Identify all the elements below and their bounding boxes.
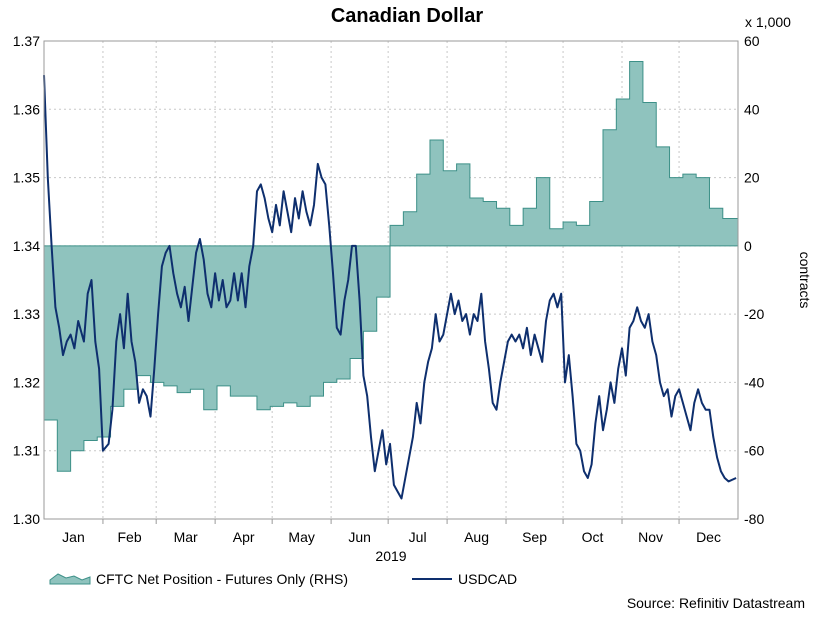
legend-label-cftc: CFTC Net Position - Futures Only (RHS) xyxy=(96,571,348,587)
left-tick-label: 1.37 xyxy=(13,33,40,49)
chart-title: Canadian Dollar xyxy=(331,5,483,27)
usdcad-line-layer xyxy=(43,75,737,500)
plot-frame xyxy=(43,40,739,520)
legend-item-usdcad: USDCAD xyxy=(412,571,517,587)
month-label: Apr xyxy=(233,529,255,545)
right-tick-label: -80 xyxy=(744,511,764,527)
month-label: Feb xyxy=(117,529,141,545)
month-label: Jul xyxy=(409,529,427,545)
cftc-area-layer xyxy=(43,60,739,472)
right-axis-multiplier: x 1,000 xyxy=(745,14,791,30)
right-tick-label: 20 xyxy=(744,170,760,186)
right-tick-label: -20 xyxy=(744,306,764,322)
left-tick-label: 1.32 xyxy=(13,374,40,390)
month-label: Nov xyxy=(638,529,663,545)
legend-item-cftc: CFTC Net Position - Futures Only (RHS) xyxy=(49,571,348,587)
legend-swatch-cftc xyxy=(49,573,91,585)
month-label: Jun xyxy=(348,529,371,545)
month-label: Sep xyxy=(522,529,547,545)
x-axis-year: 2019 xyxy=(375,548,406,564)
left-tick-label: 1.35 xyxy=(13,170,40,186)
right-tick-label: 60 xyxy=(744,33,760,49)
source-note: Source: Refinitiv Datastream xyxy=(627,595,805,611)
right-tick-label: -60 xyxy=(744,443,764,459)
x-axis: Jan Feb Mar Apr May Jun Jul Aug Sep Oct Nov Dec xyxy=(62,519,721,545)
right-tick-label: -40 xyxy=(744,374,764,390)
month-label: May xyxy=(288,529,314,545)
month-label: Aug xyxy=(464,529,489,545)
left-tick-label: 1.33 xyxy=(13,306,40,322)
cftc-area xyxy=(43,60,739,472)
right-axis-label: contracts xyxy=(797,252,813,309)
month-label: Jan xyxy=(62,529,85,545)
left-tick-label: 1.30 xyxy=(13,511,40,527)
left-axis: 1.30 1.31 1.32 1.33 1.34 1.35 1.36 1.37 xyxy=(13,33,40,527)
left-tick-label: 1.31 xyxy=(13,443,40,459)
usdcad-line xyxy=(43,75,737,500)
right-tick-label: 0 xyxy=(744,238,752,254)
left-tick-label: 1.36 xyxy=(13,101,40,117)
legend-label-usdcad: USDCAD xyxy=(458,571,517,587)
left-tick-label: 1.34 xyxy=(13,238,40,254)
legend: CFTC Net Position - Futures Only (RHS) U… xyxy=(49,571,517,587)
right-tick-label: 40 xyxy=(744,101,760,117)
right-axis: -80 -60 -40 -20 0 20 40 60 xyxy=(744,33,764,527)
month-label: Mar xyxy=(174,529,198,545)
month-label: Dec xyxy=(696,529,721,545)
month-label: Oct xyxy=(582,529,604,545)
